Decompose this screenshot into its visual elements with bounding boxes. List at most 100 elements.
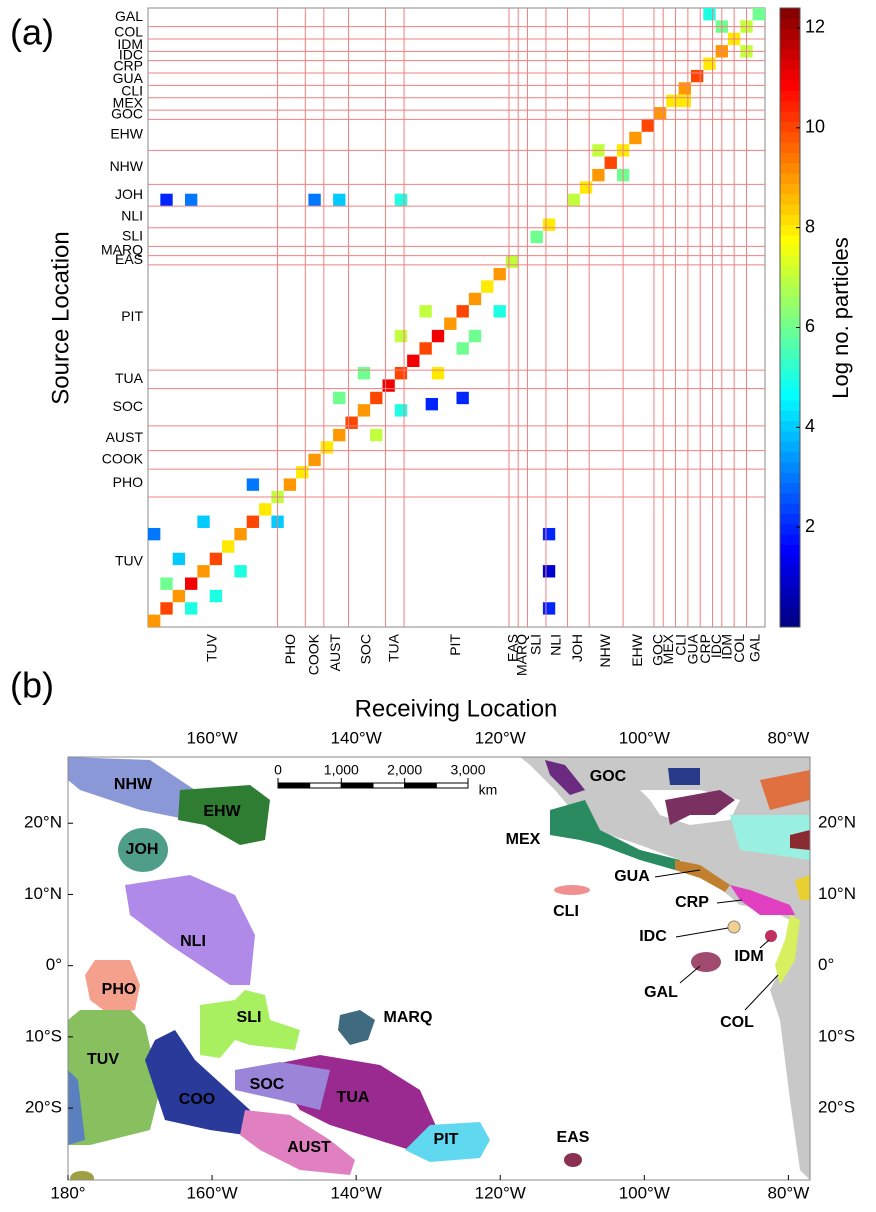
heat-cell — [172, 552, 186, 566]
colorbar-step — [780, 523, 800, 535]
scalebar-segment — [309, 782, 342, 789]
colorbar-frame — [779, 7, 801, 628]
colorbar-step — [780, 183, 800, 195]
colorbar-tick-label: 12 — [805, 17, 825, 37]
colorbar-step — [780, 472, 800, 484]
colorbar-step — [780, 379, 800, 391]
colorbar-step — [780, 59, 800, 71]
colorbar-step — [780, 8, 800, 19]
heat-cell — [259, 503, 272, 516]
map-label: JOH — [126, 841, 159, 858]
heat-cell — [493, 305, 506, 318]
colorbar-step — [780, 596, 800, 607]
x-tick-label: 80°W — [768, 728, 810, 747]
region — [338, 1010, 375, 1045]
region — [178, 785, 270, 845]
heat-cell — [542, 527, 556, 541]
heat-cell — [283, 478, 297, 491]
x-tick-label: EHW — [629, 633, 645, 666]
heat-cell — [333, 391, 346, 405]
colorbar-step — [780, 276, 800, 288]
colorbar-step — [780, 100, 800, 112]
y-tick-label: IDM — [117, 36, 143, 52]
heat-cell — [370, 391, 383, 405]
colorbar-step — [780, 430, 800, 442]
colorbar-step — [780, 28, 800, 40]
colorbar-step — [780, 49, 800, 61]
map-label: COL — [720, 1014, 754, 1031]
colorbar-step — [780, 214, 800, 226]
map-label: EAS — [557, 1129, 590, 1146]
x-tick-label: AUST — [327, 634, 343, 672]
y-tick-label: NLI — [121, 208, 143, 224]
heat-cell — [592, 168, 605, 182]
colorbar-step — [780, 111, 800, 122]
colorbar-step — [780, 18, 800, 30]
heat-cell — [505, 255, 519, 268]
x-tick-label: 180° — [50, 1183, 85, 1202]
region — [790, 830, 810, 850]
region — [85, 960, 140, 1015]
colorbar-step — [780, 90, 800, 102]
region — [691, 952, 721, 972]
colorbar-step — [780, 575, 800, 587]
y-tick-label: 10°N — [24, 884, 62, 903]
scalebar-unit: km — [479, 782, 498, 798]
x-tick-label: GOC — [649, 634, 665, 666]
panel-label: (a) — [10, 12, 54, 53]
heat-cell — [444, 317, 457, 330]
y-axis-title: Source Location — [47, 231, 74, 404]
x-tick-label: 160°W — [186, 1183, 237, 1202]
y-tick-label: GUA — [113, 70, 144, 86]
heat-cell — [542, 218, 556, 231]
heat-cell — [425, 397, 438, 411]
colorbar-step — [780, 162, 800, 174]
y-tick-label: TUV — [115, 553, 144, 569]
heat-cell — [407, 354, 420, 368]
scalebar-segment — [340, 782, 374, 789]
colorbar-step — [780, 606, 800, 618]
heat-cell — [197, 565, 210, 578]
heat-cell — [567, 193, 580, 207]
x-tick-label: SOC — [358, 634, 374, 664]
colorbar-tick-label: 6 — [805, 316, 815, 336]
y-tick-label: CRP — [113, 58, 143, 74]
heat-cell — [456, 391, 469, 405]
x-tick-label: PHO — [282, 634, 298, 664]
x-tick-label: SLI — [527, 634, 543, 655]
heat-cell — [357, 367, 371, 380]
heat-cell — [394, 404, 408, 417]
colorbar-step — [780, 389, 800, 401]
heat-cell — [197, 515, 210, 528]
y-tick-label: 20°S — [818, 1098, 855, 1117]
map-label: COO — [179, 1091, 215, 1108]
x-tick-label: GUA — [685, 633, 701, 664]
x-tick-label: GAL — [746, 634, 762, 662]
region — [760, 770, 810, 810]
region — [665, 790, 735, 825]
map-label: PHO — [102, 981, 137, 998]
heat-cell — [345, 416, 358, 429]
x-tick-label: 140°W — [331, 1183, 382, 1202]
y-tick-label: COOK — [102, 451, 144, 467]
colorbar-step — [780, 503, 800, 515]
map-label: GOC — [590, 768, 627, 785]
x-tick-label: PIT — [447, 634, 463, 656]
heat-cell — [579, 181, 593, 194]
region — [235, 1062, 330, 1110]
map-label: GAL — [644, 984, 678, 1001]
heat-cell — [160, 602, 173, 615]
region — [70, 1171, 94, 1180]
scalebar-label: 3,000 — [450, 762, 485, 778]
y-tick-label: 10°S — [818, 1026, 855, 1045]
heat-cell — [468, 329, 482, 343]
colorbar-step — [780, 400, 800, 411]
colorbar-step — [780, 152, 800, 164]
x-tick-label: CRP — [697, 634, 713, 664]
y-tick-label: MEX — [113, 95, 144, 111]
heat-cell — [308, 453, 321, 467]
heat-cell — [629, 131, 642, 145]
x-tick-label: MARQ — [514, 634, 530, 676]
x-tick-label: IDM — [719, 634, 735, 660]
heat-cell — [641, 119, 654, 132]
